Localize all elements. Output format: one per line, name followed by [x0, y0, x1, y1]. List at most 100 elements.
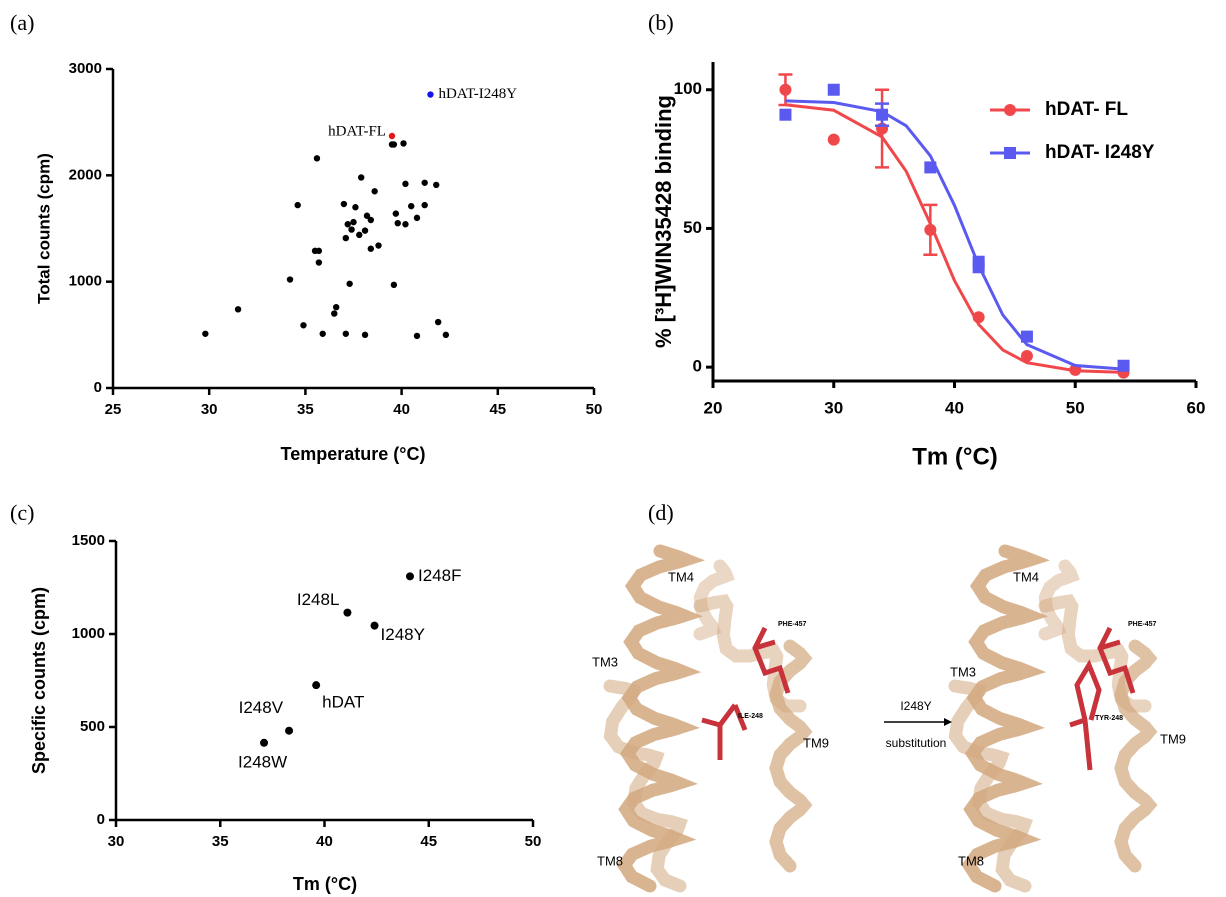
point	[315, 259, 323, 266]
structure: TM4 TM3 TM8 TM9 PHE-457 ILE-248	[592, 544, 829, 893]
point	[285, 726, 294, 735]
point	[344, 221, 351, 228]
structure-label: PHE-457	[1128, 621, 1157, 628]
helix	[1114, 639, 1158, 873]
helix	[693, 559, 735, 641]
y-tick-label: 3000	[69, 60, 102, 77]
point	[779, 108, 792, 121]
structure-label: TM9	[1160, 731, 1186, 746]
x-tick-label: 40	[393, 401, 410, 418]
legend-marker	[1004, 104, 1016, 116]
point	[260, 738, 269, 747]
point	[361, 331, 369, 339]
structure-label: TM8	[597, 853, 623, 868]
point-label: I248V	[239, 698, 284, 717]
point	[433, 181, 440, 189]
x-tick-label: 50	[586, 401, 603, 418]
x-tick-label: 30	[108, 833, 125, 850]
point	[1020, 350, 1033, 363]
point	[421, 179, 428, 186]
point	[827, 83, 840, 96]
point	[924, 161, 937, 174]
arrow-head	[944, 718, 952, 726]
point	[827, 133, 840, 146]
structure-label: TM4	[1013, 569, 1039, 584]
point	[346, 280, 353, 287]
arrow-label: substitution	[886, 736, 947, 750]
point	[312, 681, 321, 690]
y-tick-label: 2000	[69, 166, 102, 183]
point	[413, 214, 421, 222]
point	[357, 174, 365, 181]
fit-line	[785, 103, 1124, 374]
point	[408, 202, 415, 210]
x-tick-label: 60	[1187, 398, 1206, 417]
point	[421, 201, 428, 209]
point	[1117, 359, 1130, 372]
structure-label: TM3	[950, 664, 976, 679]
point	[331, 310, 338, 317]
point-label: I248W	[238, 752, 287, 771]
x-tick-label: 50	[525, 833, 542, 850]
point	[348, 226, 355, 233]
point	[367, 216, 375, 224]
y-tick-label: 0	[97, 811, 105, 828]
point	[394, 219, 401, 227]
fit-line	[785, 99, 1124, 371]
residue	[701, 703, 748, 760]
x-tick-label: 35	[212, 833, 229, 850]
point-annotation: hDAT-I248Y	[438, 86, 517, 102]
point	[371, 188, 378, 195]
residue	[1069, 659, 1102, 771]
point-label: I248Y	[381, 625, 425, 644]
structure: TM4 TM3 TM8 TM9 PHE-457 TYR-248	[948, 544, 1186, 893]
point	[356, 231, 363, 239]
x-tick-label: 20	[704, 398, 723, 417]
point-label: hDAT	[322, 693, 364, 712]
panel-label: (b)	[648, 10, 674, 35]
x-tick-label: 50	[1066, 398, 1085, 417]
residue	[1097, 626, 1136, 694]
point	[876, 108, 889, 121]
helix	[961, 544, 1050, 893]
point	[315, 247, 323, 255]
structure-label: ILE-248	[738, 713, 763, 720]
point	[352, 204, 359, 211]
point	[405, 572, 414, 581]
point	[363, 212, 371, 219]
panel-label: (d)	[648, 500, 674, 525]
x-tick-label: 40	[316, 833, 333, 850]
structure-label: TM8	[958, 853, 984, 868]
y-axis-title: % [³H]WIN35428 binding	[651, 95, 676, 348]
point	[367, 245, 375, 252]
panel-label: (a)	[10, 10, 34, 35]
point	[402, 180, 409, 188]
structure-label: TM4	[668, 569, 694, 584]
arrow-label: I248Y	[900, 699, 931, 713]
y-tick-label: 0	[693, 357, 702, 376]
y-axis-title: Total counts (cpm)	[34, 153, 53, 304]
point	[442, 331, 450, 339]
helix	[769, 639, 813, 873]
point	[340, 200, 348, 208]
point	[342, 330, 350, 337]
structure-label: TYR-248	[1095, 715, 1123, 722]
point	[779, 83, 792, 96]
x-axis-title: Tm (°C)	[293, 874, 357, 894]
y-tick-label: 1000	[69, 273, 102, 290]
point	[402, 221, 409, 228]
point	[319, 330, 326, 337]
point-label: I248L	[297, 590, 340, 609]
y-tick-label: 1500	[72, 532, 105, 549]
helix	[948, 679, 1033, 893]
point-annotation: hDAT-FL	[328, 123, 386, 139]
x-tick-label: 45	[420, 833, 437, 850]
y-axis-title: Specific counts (cpm)	[29, 587, 49, 774]
structure-label: TM3	[592, 654, 618, 669]
y-tick-label: 0	[94, 379, 102, 396]
x-axis-title: Temperature (°C)	[281, 444, 426, 464]
point	[390, 141, 398, 148]
x-tick-label: 30	[824, 398, 843, 417]
y-tick-label: 500	[80, 718, 105, 735]
